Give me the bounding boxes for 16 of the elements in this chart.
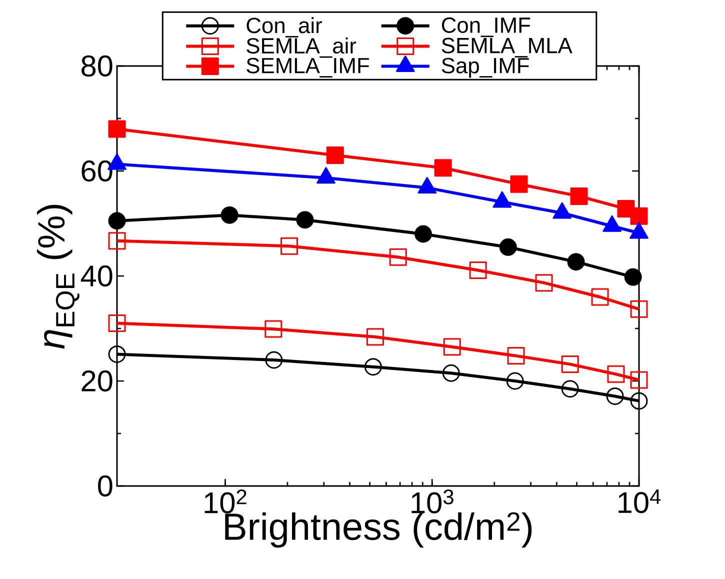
- y-tick-label: 60: [82, 160, 112, 182]
- y-tick-label: 80: [82, 55, 112, 77]
- legend-label: Con_IMF: [442, 17, 530, 38]
- legend-label: Sap_IMF: [442, 58, 529, 78]
- legend-label: SEMLA_air: [246, 37, 356, 58]
- x-tick-label: 10$^{4}$: [618, 490, 661, 514]
- y-tick-label: 20: [82, 370, 112, 392]
- x-tick-label: 10$^{2}$: [204, 490, 246, 514]
- legend-label: SEMLA_IMF: [246, 58, 369, 78]
- y-axis-title: η$_{EQE}$ (%): [36, 204, 80, 349]
- x-tick-label: 10$^{3}$: [412, 490, 454, 514]
- legend-label: Con_air: [246, 17, 322, 38]
- x-axis-title: Brightness (cd/m$^{2}$): [225, 512, 532, 548]
- y-tick-label: 0: [98, 475, 112, 497]
- y-tick-label: 40: [80, 265, 112, 287]
- legend-label: SEMLA_MLA: [442, 38, 572, 58]
